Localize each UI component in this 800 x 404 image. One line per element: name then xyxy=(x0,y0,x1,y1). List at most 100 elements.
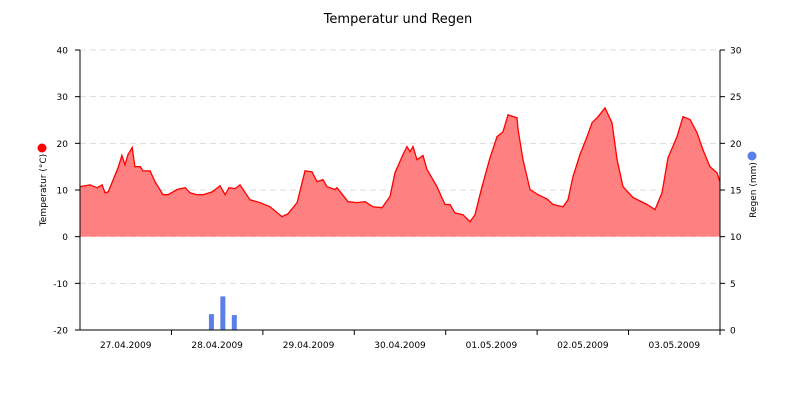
rain-legend-marker xyxy=(747,151,757,161)
temperature-point xyxy=(667,157,669,159)
temperature-point xyxy=(682,116,684,118)
temperature-point xyxy=(709,166,711,168)
y-axis-left-label: Temperatur (°C) xyxy=(39,154,49,227)
x-tick-label: 03.05.2009 xyxy=(649,341,701,351)
temperature-point xyxy=(661,192,663,194)
temperature-point xyxy=(517,129,519,131)
chart-title: Temperatur und Regen xyxy=(323,12,473,27)
temperature-point xyxy=(436,186,438,188)
y-left-tick-label: 40 xyxy=(57,47,69,57)
temperature-point xyxy=(604,107,606,109)
temperature-point xyxy=(326,186,328,188)
temperature-point xyxy=(537,194,539,196)
temperature-point xyxy=(234,188,236,190)
temperature-point xyxy=(632,196,634,199)
rain-bar xyxy=(231,315,237,330)
y-left-tick-label: 0 xyxy=(62,233,68,243)
temperature-point xyxy=(322,179,324,181)
temperature-point xyxy=(422,154,424,157)
x-tick-label: 28.04.2009 xyxy=(191,341,243,351)
temperature-point xyxy=(616,159,618,161)
y-right-tick-label: 30 xyxy=(730,47,742,57)
temperature-point xyxy=(96,187,98,189)
y-left-tick-label: 20 xyxy=(57,140,69,150)
temperature-point xyxy=(219,185,221,187)
temperature-point xyxy=(347,201,349,203)
temperature-point xyxy=(228,187,230,189)
y-left-tick-label: 10 xyxy=(57,187,69,197)
temperature-point xyxy=(611,122,613,124)
temperature-point xyxy=(489,157,491,159)
temperature-point xyxy=(131,146,133,149)
temperature-point xyxy=(622,186,624,188)
temperature-point xyxy=(562,206,564,208)
temperature-point xyxy=(334,188,336,191)
temperature-point xyxy=(121,154,123,157)
temperature-point xyxy=(449,203,451,206)
temperature-point xyxy=(281,216,283,218)
temperature-point xyxy=(167,194,169,196)
temperature-point xyxy=(469,221,471,223)
temperature-point xyxy=(546,198,548,200)
temperature-point xyxy=(269,206,271,208)
temperature-point xyxy=(249,199,251,201)
y-left-tick-label: -20 xyxy=(53,327,68,337)
temperature-point xyxy=(389,195,391,198)
temperature-point xyxy=(702,149,704,151)
temperature-point xyxy=(154,181,156,183)
temperature-point xyxy=(139,166,141,168)
x-tick-label: 01.05.2009 xyxy=(466,341,518,351)
temperature-point xyxy=(372,206,374,208)
temperature-point xyxy=(107,191,109,193)
x-tick-label: 02.05.2009 xyxy=(557,341,609,351)
temperature-point xyxy=(654,209,656,211)
temperature-point xyxy=(189,192,191,194)
temperature-point xyxy=(381,207,383,209)
rain-bar xyxy=(208,314,214,330)
y-right-tick-label: 5 xyxy=(730,280,736,290)
temperature-point xyxy=(224,194,226,196)
y-right-tick-label: 0 xyxy=(730,327,736,337)
temperature-point xyxy=(454,212,456,214)
temperature-point xyxy=(124,164,126,166)
temperature-point xyxy=(716,172,718,174)
plot-area xyxy=(79,106,721,330)
temperature-point xyxy=(202,194,204,196)
temperature-point xyxy=(426,168,428,171)
temperature-point xyxy=(134,166,136,168)
temperature-point xyxy=(416,159,418,161)
y-axis-right-label: Regen (mm) xyxy=(749,162,759,218)
y-right-tick-label: 15 xyxy=(730,187,741,197)
temperature-point xyxy=(412,146,414,148)
temperature-point xyxy=(579,153,581,156)
temperature-point xyxy=(239,184,241,186)
temperature-point xyxy=(597,116,599,118)
temperature-point xyxy=(296,202,298,204)
y-axis-left-title: Temperatur (°C) xyxy=(39,154,49,227)
rain-bar xyxy=(220,296,226,330)
temperature-point xyxy=(496,136,498,138)
axes: 40 30 20 10 0 -10 -20 30 25 20 15 10 5 0 27.04.2009 28.… xyxy=(53,47,741,352)
temperature-point xyxy=(444,203,446,206)
temperature-point xyxy=(287,213,289,215)
temperature-point xyxy=(356,202,358,204)
temperature-point xyxy=(104,192,106,194)
temperature-point xyxy=(176,188,178,191)
temperature-point xyxy=(567,199,569,201)
y-right-tick-label: 20 xyxy=(730,140,742,150)
y-axis-right-title: Regen (mm) xyxy=(749,162,759,218)
temperature-point xyxy=(127,153,129,156)
temperature-point xyxy=(409,151,411,153)
temperature-point xyxy=(552,203,554,206)
y-right-tick-label: 25 xyxy=(730,93,741,103)
temperature-point xyxy=(117,167,119,169)
temperature-point xyxy=(196,194,198,196)
temperature-point xyxy=(336,187,338,189)
temperature-point xyxy=(149,170,151,172)
x-tick-label: 27.04.2009 xyxy=(100,341,152,351)
temperature-point xyxy=(259,202,261,204)
temperature-point xyxy=(101,184,103,186)
temperature-point xyxy=(481,186,483,188)
temperature-point xyxy=(316,181,318,183)
temperature-point xyxy=(304,170,306,172)
